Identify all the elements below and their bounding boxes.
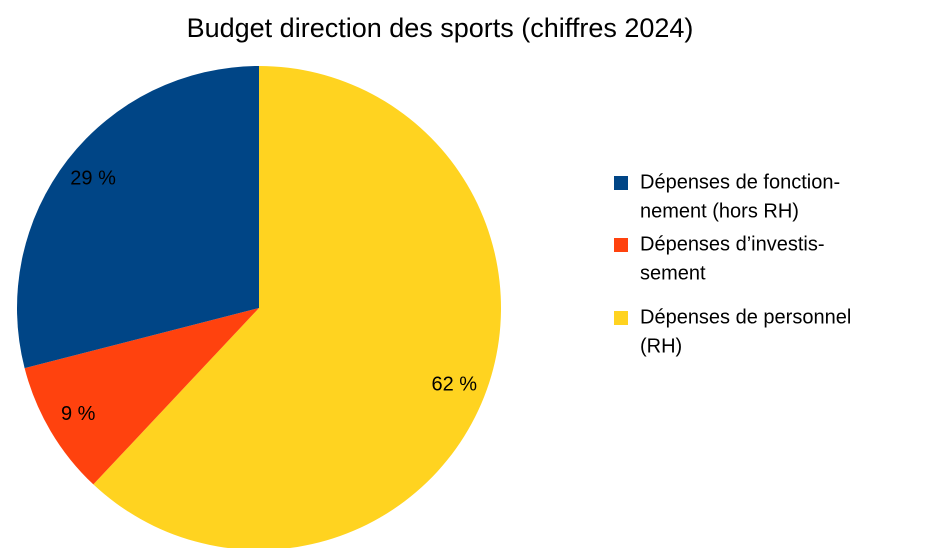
chart-title: Budget direction des sports (chiffres 20… xyxy=(187,13,694,43)
data-label: 62 % xyxy=(431,374,477,396)
pie-slice xyxy=(93,66,501,548)
legend-label: (RH) xyxy=(640,335,682,357)
legend-swatch xyxy=(614,176,628,190)
data-label: 29 % xyxy=(70,168,116,190)
legend-label: Dépenses de personnel xyxy=(640,306,851,328)
legend-label: Dépenses d’investis- xyxy=(640,233,825,255)
data-label: 9 % xyxy=(61,403,96,425)
legend-swatch xyxy=(614,311,628,325)
pie-slice xyxy=(24,308,259,485)
legend-swatch xyxy=(614,238,628,252)
pie-slice xyxy=(16,66,259,369)
legend-label: Dépenses de fonction- xyxy=(640,171,840,193)
legend-label: sement xyxy=(640,262,706,284)
legend-label: nement (hors RH) xyxy=(640,200,799,222)
